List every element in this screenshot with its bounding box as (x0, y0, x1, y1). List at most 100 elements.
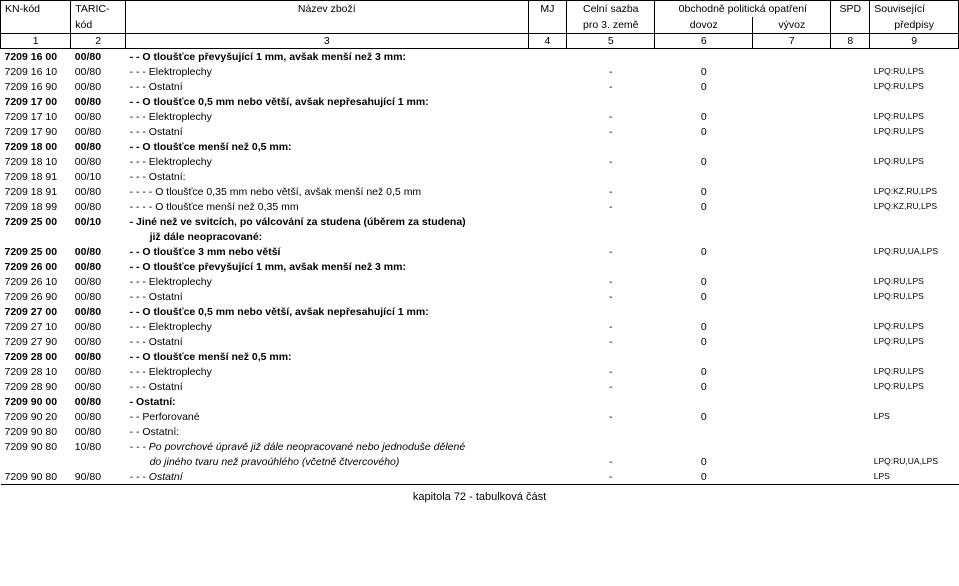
cell-kn: 7209 17 10 (1, 109, 71, 124)
cell-spd (831, 349, 870, 364)
cell-vyvoz (753, 364, 831, 379)
cell-sazba (567, 139, 655, 154)
cell-spd (831, 304, 870, 319)
cell-desc: - - Perforované (126, 409, 528, 424)
hdr-sazba2: pro 3. země (567, 17, 655, 34)
cell-vyvoz (753, 424, 831, 439)
cell-kn: 7209 26 90 (1, 289, 71, 304)
cell-sazba (567, 259, 655, 274)
table-row: 7209 26 1000/80- - - Elektroplechy-0LPQ:… (1, 274, 959, 289)
cell-pred (870, 259, 959, 274)
hdr-taric: TARIC- (71, 1, 126, 18)
hdr-spd: SPD (831, 1, 870, 18)
cell-kn: 7209 25 00 (1, 244, 71, 259)
cell-desc: - - - Po povrchové úpravě již dále neopr… (126, 439, 528, 454)
cell-pred: LPQ:KZ,RU,LPS (870, 199, 959, 214)
cell-pred: LPQ:RU,LPS (870, 154, 959, 169)
cell-spd (831, 184, 870, 199)
cell-taric: 00/80 (71, 334, 126, 349)
cell-sazba: - (567, 379, 655, 394)
cell-desc: - - - Ostatní (126, 289, 528, 304)
cell-desc: - - - Ostatní (126, 79, 528, 94)
cell-sazba: - (567, 109, 655, 124)
cell-mj (528, 424, 567, 439)
table-row: 7209 90 8000/80- - Ostatní: (1, 424, 959, 439)
cell-dovoz: 0 (655, 334, 753, 349)
cell-desc: - - O tloušťce převyšující 1 mm, avšak m… (126, 49, 528, 65)
cell-spd (831, 199, 870, 214)
cell-taric: 00/80 (71, 94, 126, 109)
footer-text: kapitola 72 - tabulková část (0, 485, 959, 505)
cell-mj (528, 469, 567, 485)
table-row: 7209 28 1000/80- - - Elektroplechy-0LPQ:… (1, 364, 959, 379)
table-row: 7209 16 9000/80- - - Ostatní-0LPQ:RU,LPS (1, 79, 959, 94)
cell-vyvoz (753, 349, 831, 364)
cell-pred (870, 169, 959, 184)
table-row: 7209 28 0000/80- - O tloušťce menší než … (1, 349, 959, 364)
cell-kn: 7209 90 80 (1, 469, 71, 485)
cell-kn: 7209 28 00 (1, 349, 71, 364)
cell-pred (870, 439, 959, 454)
cell-dovoz: 0 (655, 109, 753, 124)
cell-desc: - - - Ostatní (126, 379, 528, 394)
cell-pred: LPQ:KZ,RU,LPS (870, 184, 959, 199)
cell-kn (1, 229, 71, 244)
cell-taric: 00/10 (71, 214, 126, 229)
cell-pred: LPQ:RU,LPS (870, 334, 959, 349)
cell-dovoz: 0 (655, 244, 753, 259)
table-row: 7209 18 9100/80- - - - O tloušťce 0,35 m… (1, 184, 959, 199)
cell-kn: 7209 26 00 (1, 259, 71, 274)
cell-kn: 7209 25 00 (1, 214, 71, 229)
cell-pred (870, 214, 959, 229)
cell-spd (831, 94, 870, 109)
cell-taric: 00/80 (71, 379, 126, 394)
cell-pred: LPQ:RU,LPS (870, 79, 959, 94)
cell-vyvoz (753, 304, 831, 319)
hdr-kod: kód (71, 17, 126, 34)
cell-vyvoz (753, 139, 831, 154)
cell-spd (831, 259, 870, 274)
cell-taric: 00/80 (71, 424, 126, 439)
cell-dovoz (655, 394, 753, 409)
cell-desc: - - - Elektroplechy (126, 109, 528, 124)
cell-sazba (567, 94, 655, 109)
cell-dovoz: 0 (655, 379, 753, 394)
cell-dovoz: 0 (655, 469, 753, 485)
table-row: 7209 27 0000/80- - O tloušťce 0,5 mm neb… (1, 304, 959, 319)
cell-mj (528, 124, 567, 139)
header-row-2: kód pro 3. země dovoz vývoz předpisy (1, 17, 959, 34)
cell-spd (831, 379, 870, 394)
cell-kn: 7209 16 90 (1, 79, 71, 94)
cell-vyvoz (753, 109, 831, 124)
cell-taric: 00/80 (71, 409, 126, 424)
cell-vyvoz (753, 259, 831, 274)
cell-sazba (567, 439, 655, 454)
cell-vyvoz (753, 469, 831, 485)
cell-desc: - - O tloušťce menší než 0,5 mm: (126, 139, 528, 154)
cell-taric: 00/80 (71, 364, 126, 379)
cell-sazba: - (567, 454, 655, 469)
table-row: 7209 18 1000/80- - - Elektroplechy-0LPQ:… (1, 154, 959, 169)
cell-pred (870, 394, 959, 409)
cell-mj (528, 439, 567, 454)
cell-mj (528, 289, 567, 304)
cell-sazba (567, 304, 655, 319)
cell-desc: - - - Ostatní (126, 334, 528, 349)
cell-taric: 00/80 (71, 274, 126, 289)
cell-mj (528, 259, 567, 274)
cell-dovoz: 0 (655, 124, 753, 139)
cell-vyvoz (753, 214, 831, 229)
cell-dovoz: 0 (655, 409, 753, 424)
table-row: již dále neopracované: (1, 229, 959, 244)
coln-9: 9 (870, 34, 959, 49)
cell-taric: 00/80 (71, 244, 126, 259)
cell-dovoz: 0 (655, 319, 753, 334)
cell-kn: 7209 16 00 (1, 49, 71, 65)
hdr-nazev: Název zboží (126, 1, 528, 18)
cell-desc: - - O tloušťce 0,5 mm nebo větší, avšak … (126, 304, 528, 319)
cell-spd (831, 454, 870, 469)
table-row: 7209 25 0000/80- - O tloušťce 3 mm nebo … (1, 244, 959, 259)
cell-taric: 00/80 (71, 304, 126, 319)
cell-pred (870, 94, 959, 109)
cell-pred (870, 139, 959, 154)
